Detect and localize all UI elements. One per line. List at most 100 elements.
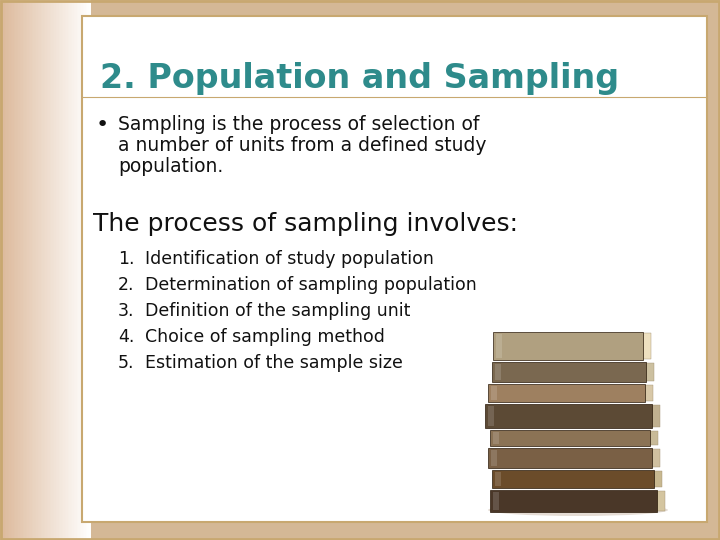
Bar <box>75 0 77 540</box>
Bar <box>491 386 497 400</box>
Bar <box>19 0 22 540</box>
Text: Sampling is the process of selection of: Sampling is the process of selection of <box>118 115 480 134</box>
Bar <box>37 0 40 540</box>
Bar <box>24 0 26 540</box>
Text: Definition of the sampling unit: Definition of the sampling unit <box>145 302 410 320</box>
Bar <box>12 0 14 540</box>
Bar <box>654 471 662 487</box>
Bar <box>78 0 80 540</box>
Bar <box>40 0 42 540</box>
Bar <box>61 0 63 540</box>
Bar <box>30 0 32 540</box>
Bar <box>1 0 4 540</box>
Bar <box>496 334 502 358</box>
Bar <box>650 431 658 445</box>
Bar <box>652 405 660 427</box>
Bar <box>7 0 9 540</box>
Text: Determination of sampling population: Determination of sampling population <box>145 276 477 294</box>
Bar <box>66 0 68 540</box>
Bar <box>488 448 652 468</box>
Bar <box>83 0 84 540</box>
Bar <box>17 0 19 540</box>
Bar <box>490 430 650 446</box>
Text: 5.: 5. <box>118 354 135 372</box>
Bar <box>485 404 652 428</box>
Bar <box>493 332 643 360</box>
Text: 1.: 1. <box>118 250 135 268</box>
Bar <box>32 0 34 540</box>
Bar <box>490 490 657 512</box>
Text: Estimation of the sample size: Estimation of the sample size <box>145 354 403 372</box>
Bar <box>39 0 41 540</box>
Bar <box>42 0 44 540</box>
Bar <box>493 432 499 444</box>
Bar <box>15 0 17 540</box>
Bar <box>89 0 91 540</box>
Bar <box>488 406 494 426</box>
Text: Identification of study population: Identification of study population <box>145 250 434 268</box>
Bar <box>491 450 497 466</box>
Bar <box>76 0 78 540</box>
Bar <box>35 0 37 540</box>
Bar <box>72 0 74 540</box>
Bar <box>9 0 11 540</box>
Bar <box>21 0 23 540</box>
Bar <box>82 16 707 522</box>
Bar <box>60 0 62 540</box>
Bar <box>29 0 30 540</box>
Bar <box>73 0 76 540</box>
Text: 2. Population and Sampling: 2. Population and Sampling <box>100 62 619 95</box>
Bar <box>84 0 86 540</box>
Bar <box>493 492 499 510</box>
Bar <box>71 0 73 540</box>
Bar <box>11 0 12 540</box>
Text: 4.: 4. <box>118 328 135 346</box>
Bar <box>6 0 8 540</box>
Bar <box>643 333 651 359</box>
Bar <box>488 384 645 402</box>
Bar <box>47 0 48 540</box>
Bar <box>0 0 2 540</box>
Bar <box>18 0 20 540</box>
Bar <box>495 364 501 380</box>
Bar <box>36 0 38 540</box>
Bar <box>645 385 653 401</box>
Ellipse shape <box>488 504 668 516</box>
Bar <box>81 0 83 540</box>
Bar <box>495 472 501 486</box>
Bar <box>69 0 71 540</box>
Bar <box>652 449 660 467</box>
Text: population.: population. <box>118 157 223 176</box>
Bar <box>79 0 81 540</box>
Text: Choice of sampling method: Choice of sampling method <box>145 328 385 346</box>
Bar <box>492 362 646 382</box>
Bar <box>51 0 53 540</box>
Bar <box>57 0 59 540</box>
Bar <box>50 0 52 540</box>
Bar <box>646 363 654 381</box>
Bar <box>657 491 665 511</box>
Bar <box>54 0 56 540</box>
Bar <box>68 0 70 540</box>
Bar <box>27 0 29 540</box>
Bar <box>22 0 24 540</box>
Text: a number of units from a defined study: a number of units from a defined study <box>118 136 487 155</box>
Bar <box>14 0 16 540</box>
Bar <box>58 0 60 540</box>
Text: 3.: 3. <box>118 302 135 320</box>
Bar <box>53 0 55 540</box>
Bar <box>492 470 654 488</box>
Bar <box>87 0 89 540</box>
Bar <box>48 0 50 540</box>
Bar <box>86 0 88 540</box>
Text: •: • <box>96 115 109 135</box>
Bar <box>33 0 35 540</box>
Bar <box>55 0 58 540</box>
Bar <box>43 0 45 540</box>
Bar <box>45 0 47 540</box>
Bar <box>63 0 65 540</box>
Bar <box>65 0 66 540</box>
Text: 2.: 2. <box>118 276 135 294</box>
Bar <box>25 0 27 540</box>
Bar <box>4 0 6 540</box>
